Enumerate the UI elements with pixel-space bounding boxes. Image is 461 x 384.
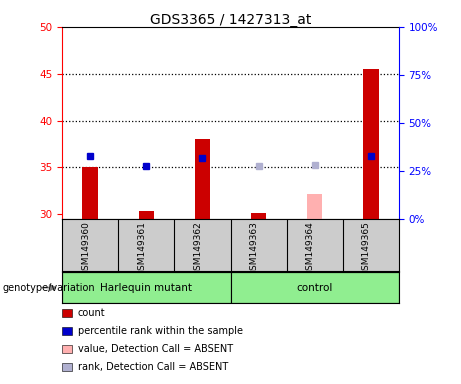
Bar: [83, 167, 98, 219]
Text: GSM149365: GSM149365: [362, 222, 371, 276]
Bar: [138, 211, 154, 219]
Bar: [307, 194, 323, 219]
Bar: [62, 272, 230, 303]
Text: Harlequin mutant: Harlequin mutant: [100, 283, 192, 293]
Text: control: control: [296, 283, 333, 293]
Text: GSM149362: GSM149362: [194, 222, 202, 276]
Text: GSM149361: GSM149361: [137, 222, 146, 276]
Text: GDS3365 / 1427313_at: GDS3365 / 1427313_at: [150, 13, 311, 27]
Text: value, Detection Call = ABSENT: value, Detection Call = ABSENT: [78, 344, 233, 354]
Text: GSM149363: GSM149363: [249, 222, 259, 276]
Bar: [195, 139, 210, 219]
Text: genotype/variation: genotype/variation: [2, 283, 95, 293]
Text: percentile rank within the sample: percentile rank within the sample: [78, 326, 243, 336]
Text: count: count: [78, 308, 106, 318]
Bar: [251, 213, 266, 219]
Text: GSM149364: GSM149364: [306, 222, 314, 276]
Bar: [230, 272, 399, 303]
Text: rank, Detection Call = ABSENT: rank, Detection Call = ABSENT: [78, 362, 228, 372]
Bar: [363, 69, 378, 219]
Text: GSM149360: GSM149360: [81, 222, 90, 276]
